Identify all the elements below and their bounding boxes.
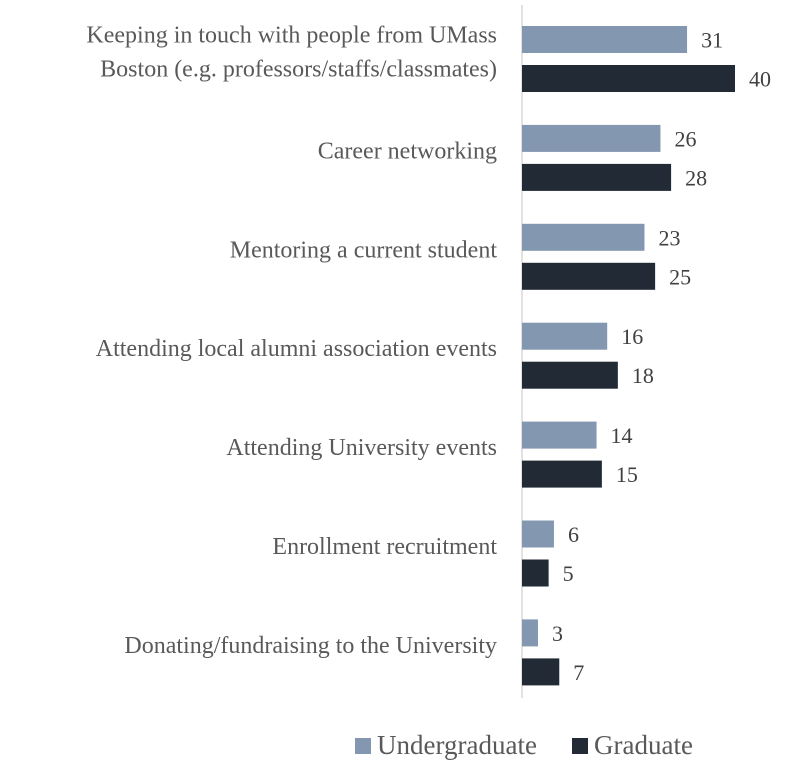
data-label-undergraduate-2: 26 [674,126,696,151]
bar-undergraduate-3 [522,223,645,251]
data-label-undergraduate-1: 31 [701,28,723,53]
bar-graduate-3 [522,262,656,290]
bar-undergraduate-4 [522,322,608,350]
bars [522,26,735,686]
legend-swatch-undergraduate [355,738,371,754]
data-label-undergraduate-3: 23 [658,225,680,250]
category-labels: Keeping in touch with people from UMass B… [86,23,497,659]
data-label-graduate-4: 18 [632,363,654,388]
category-label-6: Enrollment recruitment [272,534,497,560]
bar-undergraduate-6 [522,520,554,548]
data-label-undergraduate-5: 14 [611,423,633,448]
legend-label-undergraduate: Undergraduate [377,730,537,760]
bar-undergraduate-7 [522,619,538,647]
category-label-5: Attending University events [226,435,497,461]
data-label-undergraduate-6: 6 [568,522,579,547]
bar-undergraduate-2 [522,124,661,152]
category-label-1-line-2: Boston (e.g. professors/staffs/classmate… [100,57,497,83]
bar-graduate-6 [522,559,549,587]
category-label-4: Attending local alumni association event… [96,336,497,362]
data-label-graduate-2: 28 [685,165,707,190]
category-label-3: Mentoring a current student [230,237,498,263]
data-label-undergraduate-4: 16 [621,324,643,349]
legend-label-graduate: Graduate [594,730,693,760]
data-label-graduate-3: 25 [669,264,691,289]
bar-graduate-7 [522,658,560,686]
category-label-2: Career networking [318,138,497,164]
legend: Undergraduate Graduate [355,730,693,760]
bar-graduate-4 [522,361,618,389]
data-labels: 31 40 26 28 23 25 16 18 14 15 6 5 37 [552,28,771,685]
bar-graduate-1 [522,65,735,92]
bar-undergraduate-5 [522,421,597,449]
legend-swatch-graduate [572,738,588,754]
bar-graduate-2 [522,163,672,191]
category-label-7: Donating/fundraising to the University [124,633,497,659]
bar-undergraduate-1 [522,26,688,53]
category-label-1-line-1: Keeping in touch with people from UMass [86,23,497,49]
data-label-graduate-7: 7 [573,660,584,685]
data-label-graduate-5: 15 [616,462,638,487]
bar-graduate-5 [522,460,602,488]
data-label-graduate-6: 5 [563,561,574,586]
data-label-undergraduate-7: 3 [552,621,563,646]
data-label-graduate-1: 40 [749,67,771,92]
